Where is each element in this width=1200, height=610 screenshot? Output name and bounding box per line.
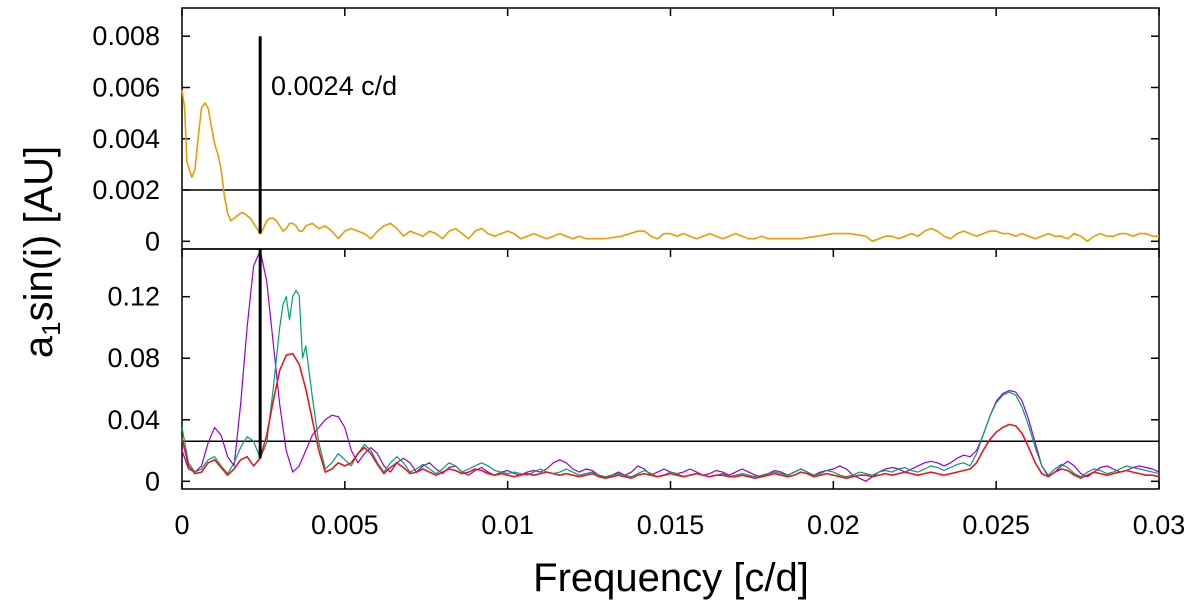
x-axis-ticks: 0 0.005 0.01 0.015 0.02 0.025 0.03 — [174, 8, 1185, 540]
top-panel: 0 0.002 0.004 0.006 0.008 — [92, 7, 1160, 256]
top-y-tick-label: 0.006 — [92, 72, 160, 102]
bottom-panel-frame — [181, 248, 1160, 490]
bottom-y-tick-label: 0.08 — [107, 343, 160, 373]
top-y-tick-label: 0.002 — [92, 175, 160, 205]
marker-annotation: 0.0024 c/d — [271, 71, 397, 101]
x-tick-label: 0.005 — [311, 510, 379, 540]
series-red-line — [181, 352, 1160, 479]
bottom-panel-ticks: 0 0.04 0.08 0.12 — [107, 282, 1159, 496]
series-orange-line — [181, 89, 1159, 243]
x-axis-title: Frequency [c/d] — [533, 556, 809, 600]
x-tick-label: 0.02 — [807, 510, 860, 540]
x-tick-label: 0.015 — [637, 510, 705, 540]
bottom-y-tick-label: 0 — [145, 466, 160, 496]
series-purple-line — [181, 249, 1160, 482]
bottom-panel-series — [181, 249, 1160, 482]
top-panel-ticks: 0 0.002 0.004 0.006 0.008 — [92, 21, 1159, 256]
series-green-line — [181, 289, 1160, 478]
bottom-panel: 0 0.04 0.08 0.12 — [107, 248, 1160, 496]
y-axis-title-rest: sin(i) [AU] — [17, 146, 61, 322]
y-axis-title-subscript: 1 — [36, 321, 66, 335]
top-panel-frame — [181, 7, 1160, 250]
x-tick-label: 0.01 — [481, 510, 534, 540]
x-tick-label: 0.025 — [962, 510, 1030, 540]
x-tick-label: 0 — [174, 510, 189, 540]
top-y-tick-label: 0 — [145, 226, 160, 256]
y-axis-title: a1sin(i) [AU] — [17, 146, 66, 358]
top-panel-series — [181, 89, 1159, 243]
x-tick-label: 0.03 — [1133, 510, 1186, 540]
bottom-y-tick-label: 0.04 — [107, 405, 160, 435]
top-y-tick-label: 0.008 — [92, 21, 160, 51]
y-axis-title-main: a — [17, 335, 61, 358]
bottom-y-tick-label: 0.12 — [107, 282, 160, 312]
top-y-tick-label: 0.004 — [92, 124, 160, 154]
